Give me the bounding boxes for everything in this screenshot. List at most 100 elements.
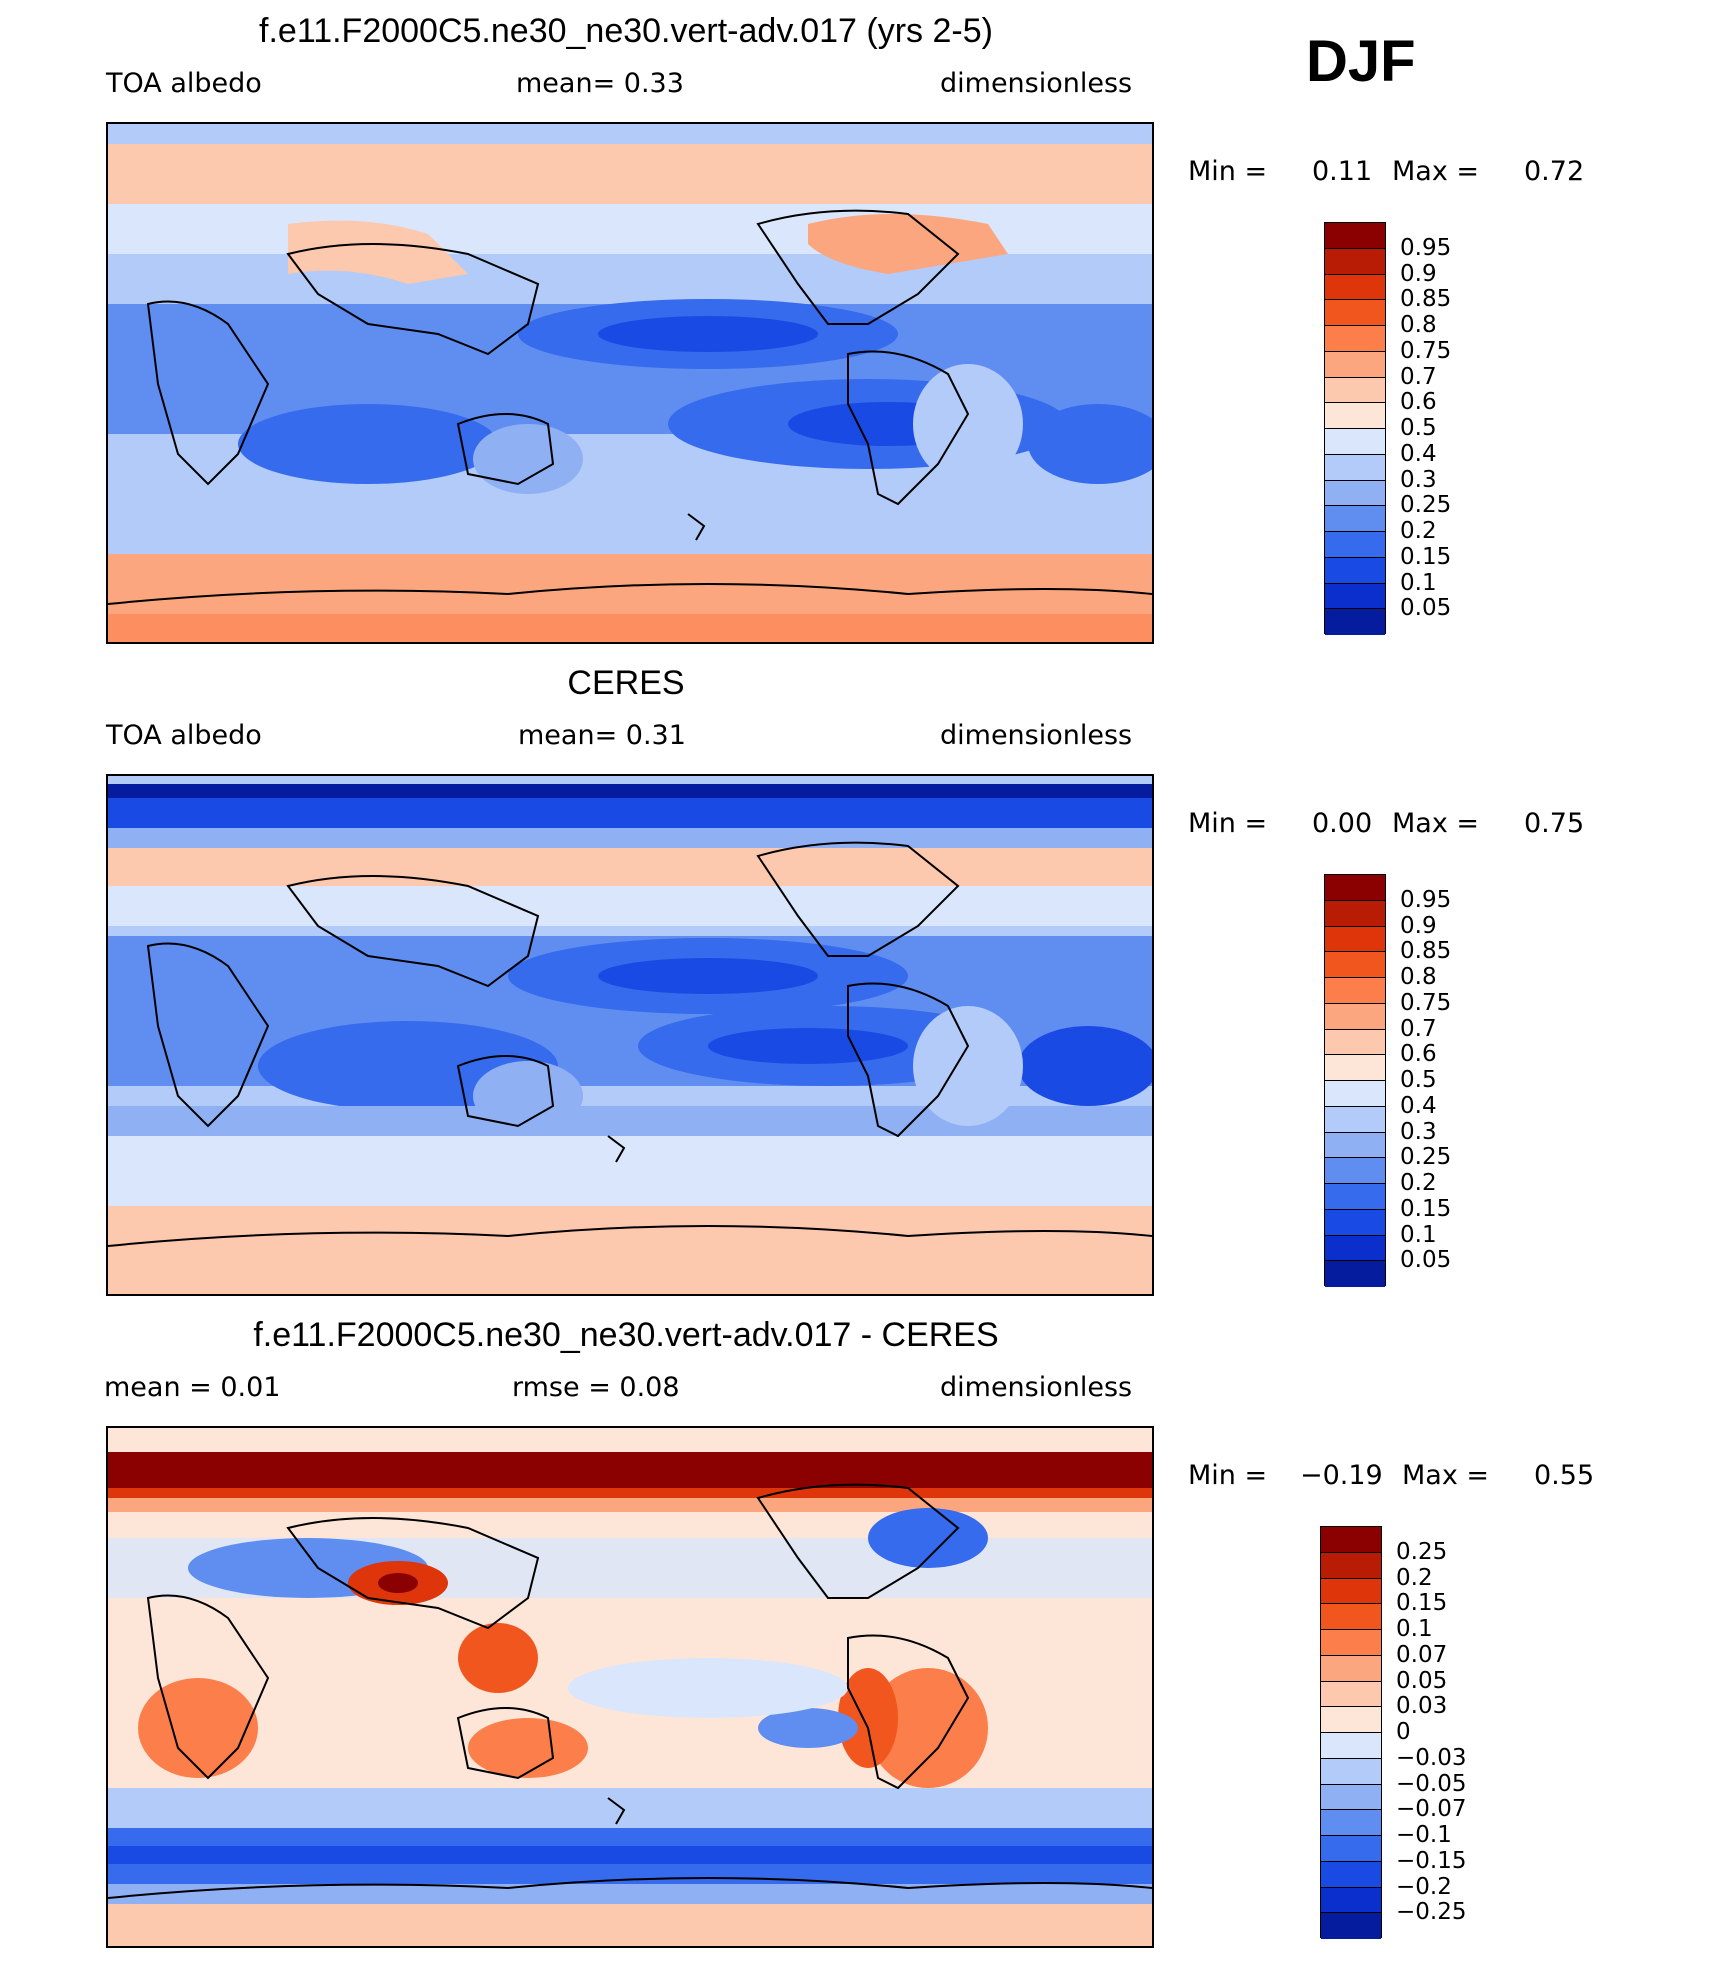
colorbar-tick-label: 0.25 — [1396, 1538, 1448, 1565]
colorbar-swatch — [1325, 875, 1385, 901]
colorbar-swatch — [1321, 1733, 1381, 1759]
colorbar-tick-label: 0.4 — [1400, 440, 1437, 467]
colorbar-tick-label: 0.5 — [1400, 415, 1437, 441]
colorbar-tick-label: 0.9 — [1400, 912, 1437, 939]
colorbar-swatch — [1325, 978, 1385, 1004]
panel1-mean-label: mean= 0.33 — [516, 68, 684, 99]
season-heading: DJF — [1306, 29, 1416, 94]
colorbar-swatch — [1325, 1235, 1385, 1262]
colorbar-swatch — [1325, 900, 1385, 927]
colorbar-swatch — [1321, 1681, 1381, 1708]
panel2-max-value: 0.75 — [1524, 808, 1585, 839]
colorbar-swatch — [1321, 1887, 1381, 1914]
colorbar-tick-label: 0.85 — [1400, 938, 1452, 965]
colorbar-tick-label: 0.75 — [1400, 989, 1452, 1016]
colorbar-tick-label: 0.2 — [1400, 1170, 1437, 1196]
colorbar-tick-label: 0.9 — [1400, 260, 1437, 287]
colorbar-swatch — [1321, 1836, 1381, 1862]
colorbar-tick-label: 0.07 — [1396, 1641, 1448, 1668]
colorbar-tick-label: 0 — [1396, 1719, 1411, 1745]
panel1-units-label: dimensionless — [940, 68, 1133, 99]
colorbar-swatch — [1325, 403, 1385, 429]
panel3-min-value: −0.19 — [1300, 1460, 1383, 1491]
panel2-min-value: 0.00 — [1312, 808, 1373, 839]
colorbar-swatch — [1325, 454, 1385, 481]
colorbar-tick-label: 0.7 — [1400, 363, 1437, 390]
colorbar-tick-label: 0.5 — [1400, 1067, 1437, 1093]
colorbar-tick-label: −0.1 — [1396, 1822, 1452, 1848]
colorbar-swatch — [1321, 1784, 1381, 1811]
colorbar-tick-label: −0.25 — [1396, 1899, 1467, 1926]
colorbar-tick-label: −0.2 — [1396, 1873, 1452, 1900]
panel3-title: f.e11.F2000C5.ne30_ne30.vert-adv.017 - C… — [253, 1316, 999, 1354]
colorbar-swatch — [1321, 1527, 1381, 1553]
colorbar-swatch — [1321, 1758, 1381, 1785]
colorbar-tick-label: 0.3 — [1400, 1118, 1437, 1145]
panel3-max-value: 0.55 — [1534, 1460, 1595, 1491]
colorbar-tick-label: 0.95 — [1400, 234, 1452, 261]
panel3-mean-label: mean = 0.01 — [104, 1372, 281, 1403]
colorbar-tick-label: 0.25 — [1400, 492, 1452, 519]
colorbar-tick-label: 0.6 — [1400, 1041, 1437, 1068]
panel3-rmse-label: rmse = 0.08 — [512, 1372, 680, 1403]
panel1-variable-label: TOA albedo — [106, 68, 262, 99]
panel2-map — [106, 774, 1154, 1296]
colorbar-swatch — [1325, 1184, 1385, 1210]
panel1-max-label: Max = — [1392, 156, 1480, 187]
panel3-map — [106, 1426, 1154, 1948]
colorbar-tick-label: 0.8 — [1400, 964, 1437, 990]
colorbar-swatch — [1325, 1209, 1385, 1236]
colorbar-tick-label: 0.2 — [1396, 1564, 1433, 1591]
colorbar-tick-label: 0.15 — [1400, 1195, 1452, 1222]
colorbar-swatch — [1325, 300, 1385, 326]
colorbar-tick-label: 0.85 — [1400, 286, 1452, 313]
panel2-mean-label: mean= 0.31 — [518, 720, 686, 751]
colorbar-tick-label: 0.95 — [1400, 886, 1452, 913]
colorbar-swatch — [1321, 1578, 1381, 1605]
colorbar-tick-label: 0.75 — [1400, 337, 1452, 364]
colorbar-swatch — [1325, 1003, 1385, 1030]
colorbar-tick-label: −0.15 — [1396, 1847, 1467, 1874]
colorbar-swatch — [1325, 1158, 1385, 1184]
colorbar-swatch — [1325, 480, 1385, 507]
colorbar-swatch — [1321, 1810, 1381, 1836]
colorbar-tick-label: −0.05 — [1396, 1770, 1467, 1797]
colorbar-swatch — [1325, 351, 1385, 378]
panel1-colorbar — [1324, 222, 1386, 635]
colorbar-tick-label: 0.1 — [1396, 1616, 1433, 1642]
colorbar-swatch — [1325, 326, 1385, 352]
panel3-max-label: Max = — [1402, 1460, 1490, 1491]
colorbar-tick-label: 0.1 — [1400, 569, 1437, 596]
colorbar-swatch — [1321, 1552, 1381, 1579]
colorbar-swatch — [1325, 377, 1385, 404]
colorbar-tick-label: 0.25 — [1400, 1144, 1452, 1171]
colorbar-swatch — [1325, 1261, 1385, 1287]
colorbar-tick-label: 0.1 — [1400, 1221, 1437, 1248]
colorbar-tick-label: −0.03 — [1396, 1744, 1467, 1771]
colorbar-swatch — [1321, 1707, 1381, 1733]
colorbar-swatch — [1325, 952, 1385, 978]
panel1-min-label: Min = — [1188, 156, 1268, 187]
panel2-units-label: dimensionless — [940, 720, 1133, 751]
colorbar-tick-label: 0.05 — [1396, 1667, 1448, 1694]
colorbar-tick-label: 0.7 — [1400, 1015, 1437, 1042]
colorbar-swatch — [1325, 429, 1385, 455]
colorbar-swatch — [1325, 248, 1385, 275]
colorbar-tick-label: 0.2 — [1400, 518, 1437, 544]
panel1-min-value: 0.11 — [1312, 156, 1373, 187]
colorbar-tick-label: 0.3 — [1400, 466, 1437, 493]
colorbar-swatch — [1325, 1132, 1385, 1159]
colorbar-swatch — [1325, 223, 1385, 249]
panel3-min-label: Min = — [1188, 1460, 1268, 1491]
colorbar-tick-label: 0.6 — [1400, 389, 1437, 416]
colorbar-swatch — [1321, 1861, 1381, 1888]
colorbar-swatch — [1325, 532, 1385, 558]
colorbar-swatch — [1321, 1604, 1381, 1630]
colorbar-tick-label: 0.8 — [1400, 312, 1437, 338]
panel2-variable-label: TOA albedo — [106, 720, 262, 751]
panel3-units-label: dimensionless — [940, 1372, 1133, 1403]
panel1-title: f.e11.F2000C5.ne30_ne30.vert-adv.017 (yr… — [259, 12, 993, 50]
colorbar-swatch — [1325, 274, 1385, 301]
colorbar-swatch — [1325, 609, 1385, 635]
panel2-title: CERES — [567, 664, 685, 702]
